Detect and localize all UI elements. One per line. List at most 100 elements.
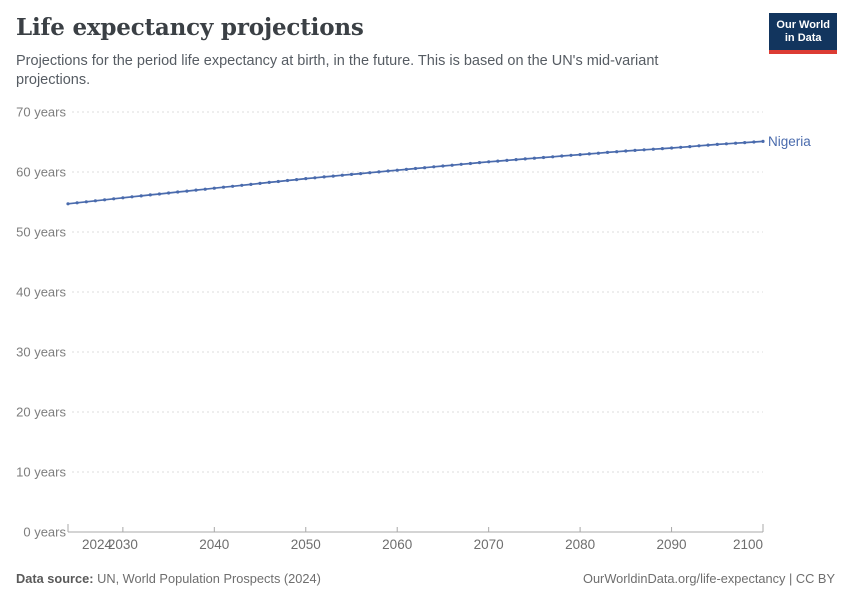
- data-point-marker: [697, 144, 701, 148]
- data-point-marker: [267, 180, 271, 184]
- x-axis-label: 2040: [199, 537, 229, 552]
- data-point-marker: [167, 191, 171, 195]
- data-point-marker: [148, 193, 152, 197]
- data-point-marker: [587, 152, 591, 156]
- data-point-marker: [450, 163, 454, 167]
- data-point-marker: [231, 184, 235, 188]
- data-point-marker: [285, 178, 290, 183]
- data-point-marker: [331, 174, 335, 178]
- data-point-marker: [139, 194, 143, 198]
- data-point-marker: [605, 150, 610, 154]
- series-line-nigeria: [67, 140, 764, 205]
- data-point-marker: [84, 200, 88, 204]
- data-point-marker: [240, 183, 244, 187]
- data-point-marker: [651, 147, 655, 151]
- data-point-marker: [395, 168, 399, 172]
- data-point-marker: [157, 192, 161, 196]
- data-source-note: Data source: UN, World Population Prospe…: [16, 571, 321, 586]
- data-point-marker: [569, 153, 573, 157]
- data-point-marker: [304, 177, 308, 181]
- data-point-marker: [523, 157, 527, 161]
- data-point-marker: [93, 199, 97, 203]
- chart-footer: Data source: UN, World Population Prospe…: [16, 571, 835, 586]
- data-point-marker: [724, 142, 729, 146]
- data-point-marker: [706, 143, 710, 147]
- owid-url-link[interactable]: OurWorldinData.org/life-expectancy | CC …: [582, 571, 835, 586]
- data-point-marker: [734, 141, 738, 145]
- data-point-marker: [368, 171, 372, 175]
- y-axis-label: 60 years: [16, 165, 66, 180]
- data-point-marker: [633, 148, 637, 152]
- y-axis-label: 70 years: [16, 105, 66, 120]
- data-point-marker: [249, 182, 253, 186]
- data-point-marker: [660, 147, 665, 151]
- data-point-marker: [276, 179, 280, 184]
- data-point-marker: [432, 165, 436, 169]
- data-point-marker: [66, 202, 70, 206]
- data-point-marker: [404, 167, 408, 171]
- data-point-marker: [185, 189, 189, 193]
- data-point-marker: [313, 176, 317, 180]
- data-point-marker: [441, 164, 445, 168]
- x-axis-label: 2060: [382, 537, 412, 552]
- x-axis-label: 2100: [733, 537, 763, 552]
- page-subtitle: Projections for the period life expectan…: [16, 53, 659, 88]
- data-point-marker: [359, 172, 363, 176]
- y-axis-label: 40 years: [16, 285, 66, 300]
- x-axis-label: 2030: [108, 537, 138, 552]
- data-point-marker: [477, 161, 482, 165]
- data-point-marker: [679, 145, 683, 149]
- data-point-marker: [642, 148, 646, 152]
- x-axis-label: 2050: [291, 537, 321, 552]
- data-point-marker: [349, 172, 354, 176]
- data-point-marker: [377, 170, 381, 174]
- data-point-marker: [505, 158, 509, 162]
- series-end-label: Nigeria: [768, 134, 811, 149]
- data-point-marker: [130, 195, 134, 199]
- data-point-marker: [496, 159, 500, 163]
- data-point-marker: [578, 153, 582, 157]
- data-point-marker: [258, 181, 262, 185]
- y-axis-label: 0 years: [23, 525, 66, 540]
- data-point-marker: [743, 141, 747, 145]
- data-point-marker: [532, 156, 537, 160]
- data-point-marker: [413, 166, 418, 171]
- data-point-marker: [75, 201, 79, 205]
- y-axis-label: 10 years: [16, 465, 66, 480]
- x-axis-label: 2090: [657, 537, 687, 552]
- data-point-marker: [112, 197, 116, 201]
- data-point-marker: [615, 150, 619, 154]
- data-point-marker: [121, 196, 125, 200]
- y-axis-label: 20 years: [16, 405, 66, 420]
- data-point-marker: [761, 139, 765, 143]
- data-source-text: UN, World Population Prospects (2024): [93, 571, 321, 586]
- data-point-marker: [596, 151, 601, 155]
- line-chart-canvas: 0 years 10 years 20 years 30 years 40 years 5…: [16, 105, 811, 553]
- data-point-marker: [386, 169, 390, 173]
- data-point-marker: [560, 154, 564, 158]
- data-point-marker: [551, 155, 555, 159]
- data-point-marker: [459, 162, 463, 166]
- page-title: Life expectancy projections: [16, 14, 364, 41]
- data-point-marker: [176, 190, 180, 194]
- x-axis-label: 2070: [474, 537, 504, 552]
- x-axis-label: 2024: [82, 537, 113, 552]
- data-point-marker: [487, 160, 491, 164]
- owid-logo[interactable]: Our World in Data: [769, 13, 837, 54]
- data-point-marker: [468, 161, 472, 166]
- owid-logo-line1: Our World: [776, 19, 830, 31]
- y-axis-label: 30 years: [16, 345, 66, 360]
- data-point-marker: [670, 146, 674, 150]
- data-point-marker: [624, 149, 628, 153]
- data-point-marker: [212, 186, 216, 190]
- y-axis-label: 50 years: [16, 225, 66, 240]
- data-point-marker: [203, 187, 207, 191]
- data-point-marker: [103, 198, 107, 202]
- data-point-marker: [514, 158, 518, 162]
- data-point-marker: [715, 142, 719, 146]
- data-point-marker: [295, 178, 299, 182]
- data-point-marker: [221, 185, 226, 189]
- data-point-marker: [194, 188, 198, 192]
- data-point-marker: [752, 140, 756, 144]
